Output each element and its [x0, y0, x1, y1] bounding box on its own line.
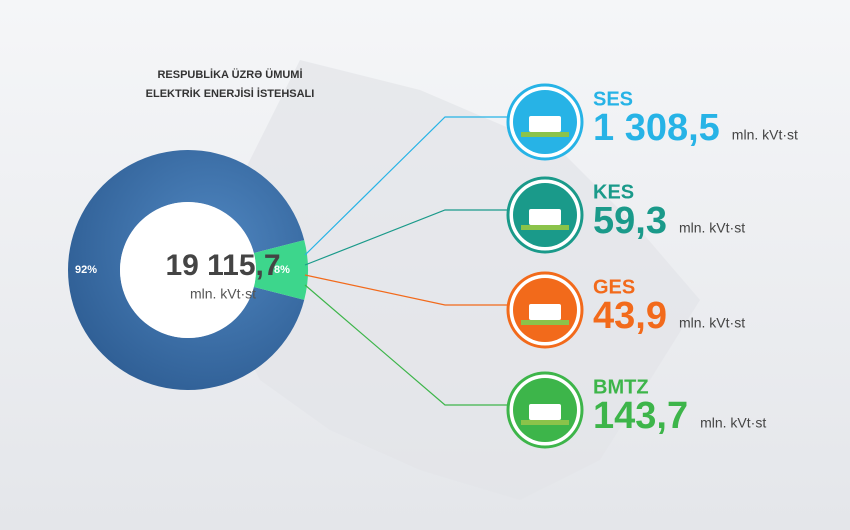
connector: [304, 116, 507, 256]
icon-ground: [521, 225, 569, 230]
donut-slice: [253, 240, 308, 300]
connector: [304, 274, 507, 306]
source-unit: mln. kVt·st: [732, 127, 798, 143]
icon-building: [529, 209, 561, 225]
source-value: 143,7: [593, 395, 688, 437]
source-name: SES: [593, 88, 633, 110]
total-value: 19 115,7: [165, 249, 280, 282]
source-unit: mln. kVt·st: [679, 315, 745, 331]
source-name: KES: [593, 181, 634, 203]
source-name: BMTZ: [593, 376, 649, 398]
icon-building: [529, 404, 561, 420]
slice-label: 92%: [75, 264, 97, 276]
donut-hole: [120, 202, 256, 338]
source-name: GES: [593, 276, 635, 298]
donut-slice: [68, 150, 305, 391]
source-unit: mln. kVt·st: [700, 415, 766, 431]
title-line: ELEKTRİK ENERJİSİ İSTEHSALI: [146, 87, 315, 100]
source-value: 59,3: [593, 200, 667, 242]
source-value: 43,9: [593, 295, 667, 337]
source-value: 1 308,5: [593, 107, 720, 149]
connector: [304, 284, 507, 406]
total-unit: mln. kVt·st: [190, 286, 256, 302]
icon-ground: [521, 420, 569, 425]
connector: [304, 209, 507, 266]
source-unit: mln. kVt·st: [679, 220, 745, 236]
icon-building: [529, 116, 561, 132]
map-silhouette: [220, 60, 700, 500]
icon-ground: [521, 132, 569, 137]
icon-ground: [521, 320, 569, 325]
icon-building: [529, 304, 561, 320]
title-line: RESPUBLİKA ÜZRƏ ÜMUMİ: [157, 68, 302, 81]
slice-label: 8%: [274, 264, 290, 276]
